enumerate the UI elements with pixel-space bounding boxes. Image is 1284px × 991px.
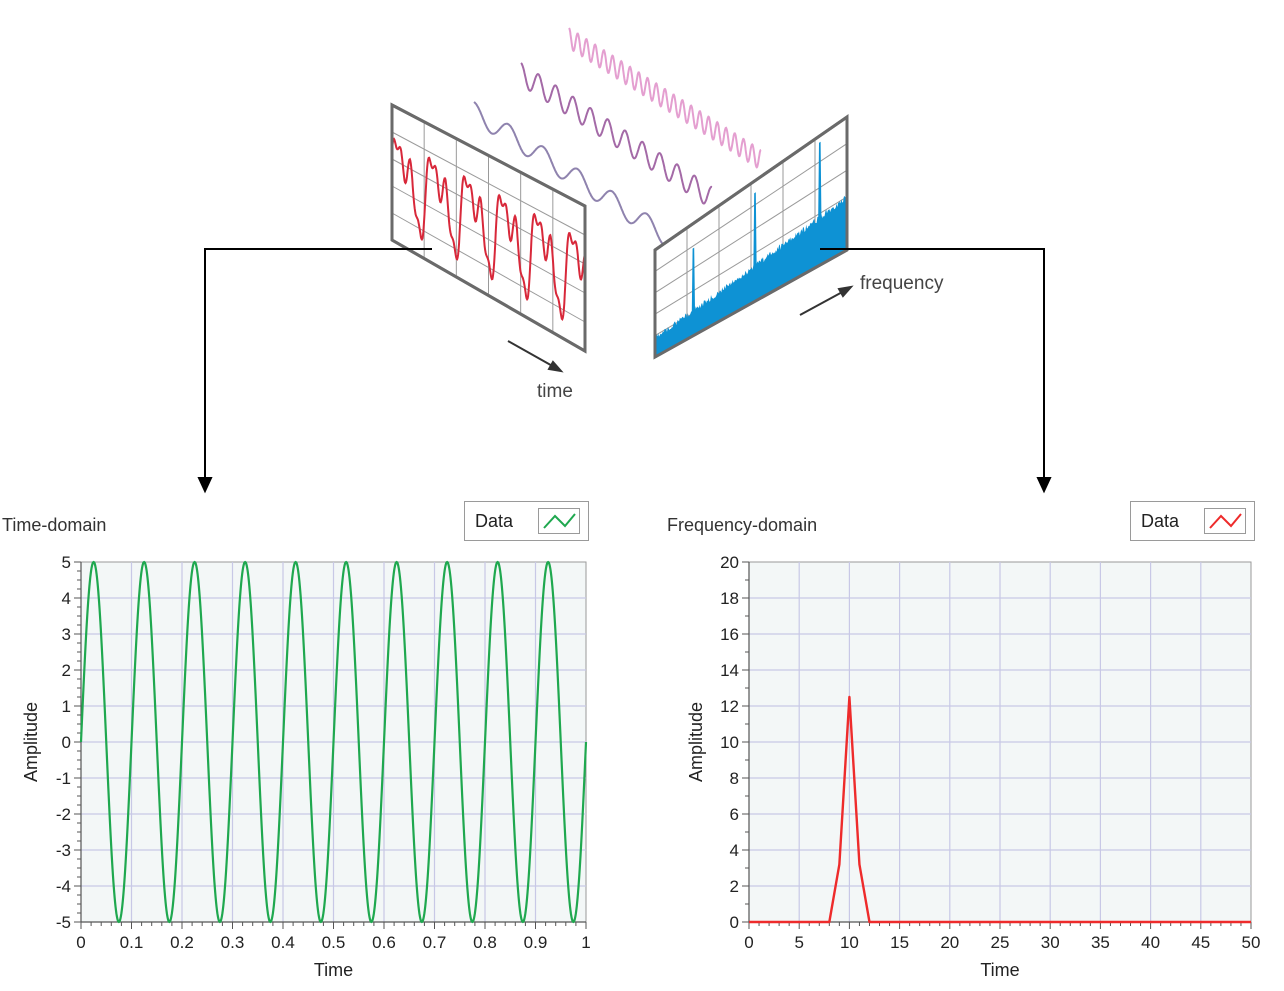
- sine-wave-high: [568, 27, 762, 169]
- y-tick-label: -5: [56, 913, 71, 932]
- spectrum-fill: [655, 141, 847, 357]
- connector-arrow-right: [820, 248, 1052, 494]
- connector-arrow-left: [197, 248, 432, 494]
- x-tick-label: 15: [890, 933, 909, 952]
- y-tick-label: 16: [720, 625, 739, 644]
- sine-wave-low: [473, 101, 665, 246]
- y-axis-label: Amplitude: [21, 702, 41, 782]
- y-tick-label: 2: [730, 877, 739, 896]
- x-tick-label: 10: [840, 933, 859, 952]
- x-tick-label: 45: [1191, 933, 1210, 952]
- frequency-direction-arrow: [799, 285, 854, 316]
- y-axis-label: Amplitude: [686, 702, 706, 782]
- x-tick-label: 35: [1091, 933, 1110, 952]
- y-tick-label: -4: [56, 877, 71, 896]
- x-tick-label: 0.3: [221, 933, 245, 952]
- y-tick-label: 12: [720, 697, 739, 716]
- frequency-domain-series-line: [749, 695, 1251, 924]
- frequency-domain-legend-swatch: [1204, 508, 1246, 534]
- y-tick-label: 5: [62, 553, 71, 572]
- y-tick-label: 14: [720, 661, 739, 680]
- y-tick-label: 0: [730, 913, 739, 932]
- grid: [749, 562, 1251, 922]
- x-tick-label: 1: [581, 933, 590, 952]
- x-tick-label: 0.2: [170, 933, 194, 952]
- y-tick-label: 2: [62, 661, 71, 680]
- frequency-domain-legend-label: Data: [1141, 511, 1180, 531]
- time-domain-legend-swatch: [538, 508, 580, 534]
- frequency-domain-legend[interactable]: Data: [1130, 501, 1255, 541]
- x-tick-label: 0.5: [322, 933, 346, 952]
- y-tick-label: -1: [56, 769, 71, 788]
- frequency-domain-chart: 0 5 10 15 20 25 30 35 40 45 5020181614121086420Tim…: [686, 553, 1261, 980]
- y-tick-label: 20: [720, 553, 739, 572]
- x-tick-label: 0: [744, 933, 753, 952]
- y-tick-label: -2: [56, 805, 71, 824]
- time-signal-trace: [391, 137, 586, 321]
- x-tick-label: 0.6: [372, 933, 396, 952]
- y-tick-label: -3: [56, 841, 71, 860]
- time-domain-series-line: [79, 560, 588, 924]
- x-tick-label: 5: [794, 933, 803, 952]
- x-axis-label: Time: [980, 960, 1019, 980]
- x-tick-label: 30: [1041, 933, 1060, 952]
- x-tick-label: 0.4: [271, 933, 295, 952]
- time-domain-chart: 0 0.1 0.2 0.3 0.4 0.5 0.6 0.7 0.8 0.9 1 5 4 3 2 1 0 -1 -2 -…: [21, 553, 591, 980]
- y-tick-label: 6: [730, 805, 739, 824]
- time-domain-title: Time-domain: [2, 515, 107, 535]
- frequency-domain-title: Frequency-domain: [667, 515, 818, 535]
- x-tick-label: 0.8: [473, 933, 497, 952]
- time-axis-label: time: [537, 381, 573, 402]
- x-tick-label: 0.9: [524, 933, 548, 952]
- y-tick-label: 0: [62, 733, 71, 752]
- x-tick-label: 20: [940, 933, 959, 952]
- y-tick-label: 10: [720, 733, 739, 752]
- time-domain-legend-label: Data: [475, 511, 514, 531]
- x-tick-label: 25: [991, 933, 1010, 952]
- y-tick-label: 4: [730, 841, 739, 860]
- y-tick-label: 18: [720, 589, 739, 608]
- x-tick-label: 0.7: [423, 933, 447, 952]
- time-panel: [390, 102, 587, 354]
- x-tick-label: 0.1: [120, 933, 144, 952]
- time-domain-legend[interactable]: Data: [464, 501, 589, 541]
- x-axis-label: Time: [314, 960, 353, 980]
- time-direction-arrow: [507, 340, 564, 373]
- y-tick-label: 3: [62, 625, 71, 644]
- y-tick-label: 1: [62, 697, 71, 716]
- x-tick-label: 0: [76, 933, 85, 952]
- x-tick-label: 50: [1242, 933, 1261, 952]
- y-tick-label: 8: [730, 769, 739, 788]
- frequency-axis-label: frequency: [860, 273, 944, 294]
- sine-wave-mid: [520, 62, 713, 205]
- y-tick-label: 4: [62, 589, 71, 608]
- x-tick-label: 40: [1141, 933, 1160, 952]
